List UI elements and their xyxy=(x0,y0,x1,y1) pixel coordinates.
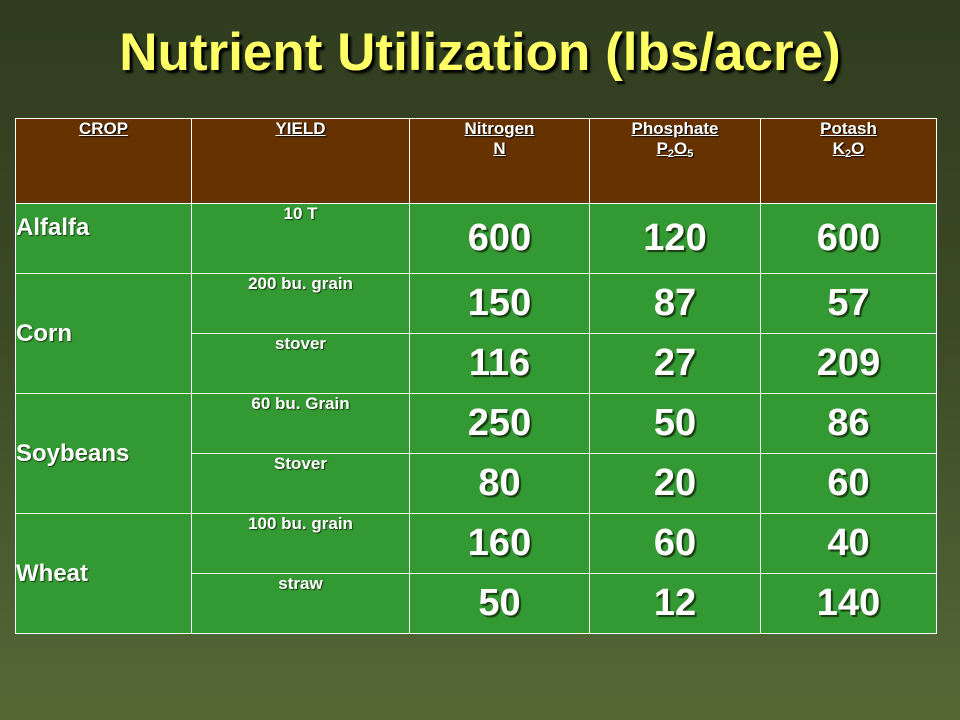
phosphate-name: Phosphate xyxy=(631,119,719,138)
nitrogen-cell: 250 xyxy=(409,393,590,454)
table-row: Corn 200 bu. grain 150 87 57 xyxy=(15,273,937,394)
table-row: Wheat 100 bu. grain 160 60 40 xyxy=(15,513,937,634)
phosphate-cell: 87 xyxy=(589,273,761,334)
phosphate-cell: 20 xyxy=(589,453,761,514)
yield-cell: 100 bu. grain xyxy=(191,513,410,574)
nitrogen-cell: 116 xyxy=(409,333,590,394)
nitrogen-cell: 160 xyxy=(409,513,590,574)
table-row: Alfalfa 10 T 600 120 600 xyxy=(15,203,937,274)
nitrogen-cell: 150 xyxy=(409,273,590,334)
crop-cell-wheat: Wheat xyxy=(15,513,192,634)
yield-cell: stover xyxy=(191,333,410,394)
nutrient-table: CROP YIELD Nitrogen N Phosphate P2O5 Pot… xyxy=(15,118,937,634)
crop-cell-corn: Corn xyxy=(15,273,192,394)
phosphate-cell: 60 xyxy=(589,513,761,574)
yield-cell: 10 T xyxy=(191,203,410,274)
phosphate-cell: 120 xyxy=(589,203,761,274)
potash-cell: 86 xyxy=(760,393,937,454)
phosphate-cell: 50 xyxy=(589,393,761,454)
table-row: Stover 80 20 60 xyxy=(16,453,937,514)
header-crop: CROP xyxy=(15,118,192,204)
potash-cell: 140 xyxy=(760,573,937,634)
yield-cell: 60 bu. Grain xyxy=(191,393,410,454)
yield-cell: 200 bu. grain xyxy=(191,273,410,334)
header-nitrogen: Nitrogen N xyxy=(409,118,590,204)
table-row: Soybeans 60 bu. Grain 250 50 86 xyxy=(15,393,937,514)
potash-cell: 600 xyxy=(760,203,937,274)
nitrogen-cell: 600 xyxy=(409,203,590,274)
potash-cell: 40 xyxy=(760,513,937,574)
header-potash: Potash K2O xyxy=(760,118,937,204)
potash-cell: 209 xyxy=(760,333,937,394)
yield-cell: straw xyxy=(191,573,410,634)
crop-cell-alfalfa: Alfalfa xyxy=(15,203,192,274)
header-row: CROP YIELD Nitrogen N Phosphate P2O5 Pot… xyxy=(15,118,937,204)
potash-cell: 57 xyxy=(760,273,937,334)
header-phosphate: Phosphate P2O5 xyxy=(589,118,761,204)
nitrogen-symbol: N xyxy=(493,139,506,158)
nitrogen-cell: 80 xyxy=(409,453,590,514)
potash-cell: 60 xyxy=(760,453,937,514)
nitrogen-name: Nitrogen xyxy=(464,119,535,138)
crop-cell-soybeans: Soybeans xyxy=(15,393,192,514)
nitrogen-cell: 50 xyxy=(409,573,590,634)
phosphate-cell: 12 xyxy=(589,573,761,634)
potash-name: Potash xyxy=(820,119,877,138)
table-row: straw 50 12 140 xyxy=(16,573,937,634)
table-row: stover 116 27 209 xyxy=(16,333,937,394)
phosphate-formula: P2O5 xyxy=(656,139,694,160)
page-title: Nutrient Utilization (lbs/acre) xyxy=(119,23,841,82)
yield-cell: Stover xyxy=(191,453,410,514)
phosphate-cell: 27 xyxy=(589,333,761,394)
potash-formula: K2O xyxy=(832,139,865,160)
header-yield: YIELD xyxy=(191,118,410,204)
